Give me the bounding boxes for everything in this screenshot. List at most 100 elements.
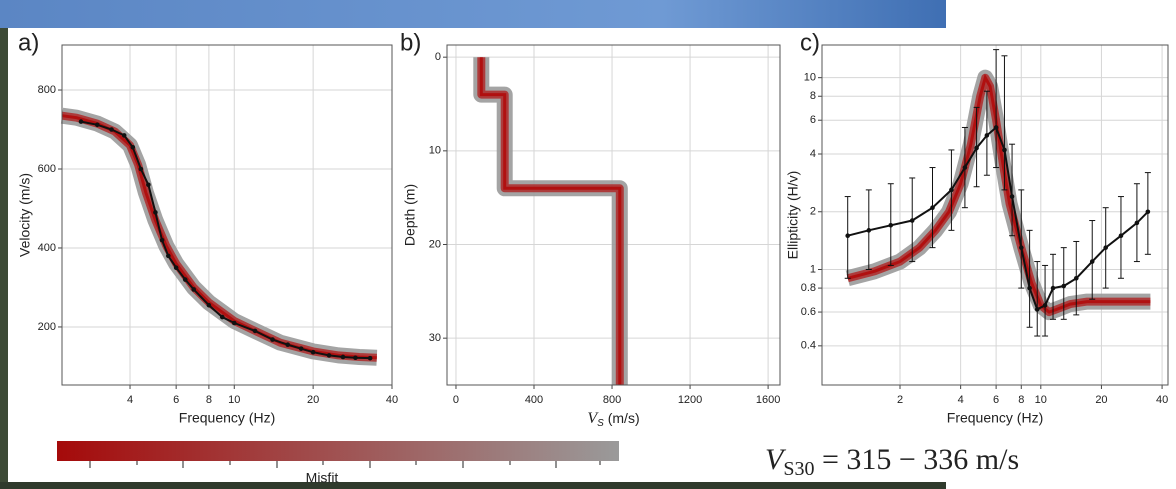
panel-label: a) — [18, 29, 39, 56]
y-axis-title: Velocity (m/s) — [17, 173, 33, 257]
data-point — [78, 119, 84, 124]
error-bar — [1060, 247, 1067, 320]
error-bar — [1026, 229, 1033, 328]
formula-symbol: V — [765, 443, 787, 476]
label-unit: (m/s) — [604, 410, 640, 426]
series-line — [847, 125, 1149, 311]
x-tick-label: 8 — [206, 394, 212, 406]
data-point — [206, 302, 212, 308]
x-tick-label: 0 — [453, 394, 459, 406]
photo-strip — [0, 28, 8, 489]
x-tick-label: 8 — [1018, 394, 1024, 406]
y-axis-title: Depth (m) — [402, 184, 418, 246]
data-point — [130, 144, 136, 150]
x-axis-title: VS (m/s) — [587, 410, 639, 429]
data-point — [285, 342, 291, 348]
data-point — [1118, 233, 1124, 239]
plot-frame — [446, 44, 781, 386]
data-point — [298, 346, 304, 351]
y-tick-label: 8 — [810, 90, 816, 102]
data-point — [845, 233, 850, 239]
y-tick-label: 4 — [810, 148, 816, 160]
y-tick-label: 800 — [38, 84, 56, 96]
data-point — [146, 182, 151, 188]
data-point — [1027, 285, 1032, 291]
plot-area — [62, 45, 392, 385]
data-point — [166, 253, 171, 259]
data-point — [993, 125, 999, 130]
data-point — [310, 349, 316, 355]
plot-frame — [821, 44, 1169, 386]
data-point — [153, 210, 158, 215]
panel-label: b) — [400, 29, 421, 56]
colorbar-ticks — [89, 461, 601, 468]
x-tick-label: 20 — [307, 394, 319, 406]
x-tick-label: 6 — [173, 394, 179, 406]
data-point — [191, 287, 196, 292]
y-tick-label: 0 — [435, 51, 441, 63]
formula-text: = 315 − 336 m/s — [814, 443, 1019, 476]
data-point — [930, 205, 935, 210]
data-point — [367, 355, 373, 361]
error-bar — [1009, 143, 1016, 237]
plot-frame — [61, 44, 393, 386]
y-tick-label: 30 — [429, 332, 441, 344]
y-tick-label: 6 — [810, 114, 816, 126]
data-point — [340, 354, 346, 360]
label-symbol: V — [587, 410, 599, 427]
y-tick-label: 20 — [429, 238, 441, 250]
data-point — [949, 187, 954, 193]
data-point — [159, 237, 165, 243]
data-point — [1061, 283, 1067, 289]
data-point — [1145, 209, 1151, 215]
data-point — [1009, 194, 1015, 199]
y-tick-label: 0.8 — [801, 282, 816, 294]
formula-subscript: S30 — [783, 458, 814, 480]
y-tick-label: 400 — [38, 242, 56, 254]
x-tick-label: 40 — [386, 394, 398, 406]
data-point — [353, 355, 358, 361]
x-tick-label: 1200 — [678, 394, 702, 406]
data-point — [1089, 259, 1095, 264]
y-axis-title: Ellipticity (H/v) — [785, 171, 801, 260]
data-point — [1002, 147, 1007, 153]
y-tick-label: 200 — [38, 321, 56, 333]
data-point — [173, 265, 179, 271]
series-line — [847, 73, 1151, 314]
y-tick-label: 600 — [38, 163, 56, 175]
y-tick-label: 1 — [810, 263, 816, 275]
x-tick-label: 20 — [1095, 394, 1107, 406]
panel-label: c) — [800, 29, 820, 56]
y-tick-label: 0.6 — [801, 306, 816, 318]
y-tick-label: 0.4 — [801, 340, 816, 352]
x-tick-label: 400 — [525, 394, 543, 406]
colorbar — [57, 441, 619, 461]
colorbar-label: Misfit — [306, 470, 339, 486]
data-point — [1073, 275, 1079, 281]
data-point — [270, 337, 275, 342]
data-point — [121, 133, 127, 138]
x-tick-label: 2 — [897, 394, 903, 406]
data-point — [1042, 303, 1048, 308]
x-tick-label: 4 — [127, 394, 133, 406]
data-point — [909, 218, 915, 223]
data-point — [1034, 307, 1040, 312]
photo-strip — [0, 0, 946, 28]
y-tick-label: 2 — [810, 206, 816, 218]
data-point — [962, 165, 968, 170]
error-bar — [993, 49, 1000, 169]
data-point — [984, 133, 990, 138]
data-point — [94, 122, 100, 128]
x-tick-label: 6 — [993, 394, 999, 406]
data-point — [866, 228, 872, 233]
data-point — [888, 222, 894, 228]
x-tick-label: 10 — [1035, 394, 1047, 406]
error-bar — [1018, 189, 1025, 289]
x-tick-label: 4 — [958, 394, 964, 406]
data-point — [1018, 245, 1024, 250]
data-point — [1103, 245, 1109, 250]
data-point — [1050, 285, 1056, 291]
data-point — [182, 277, 188, 282]
x-axis-title: Frequency (Hz) — [947, 410, 1043, 426]
